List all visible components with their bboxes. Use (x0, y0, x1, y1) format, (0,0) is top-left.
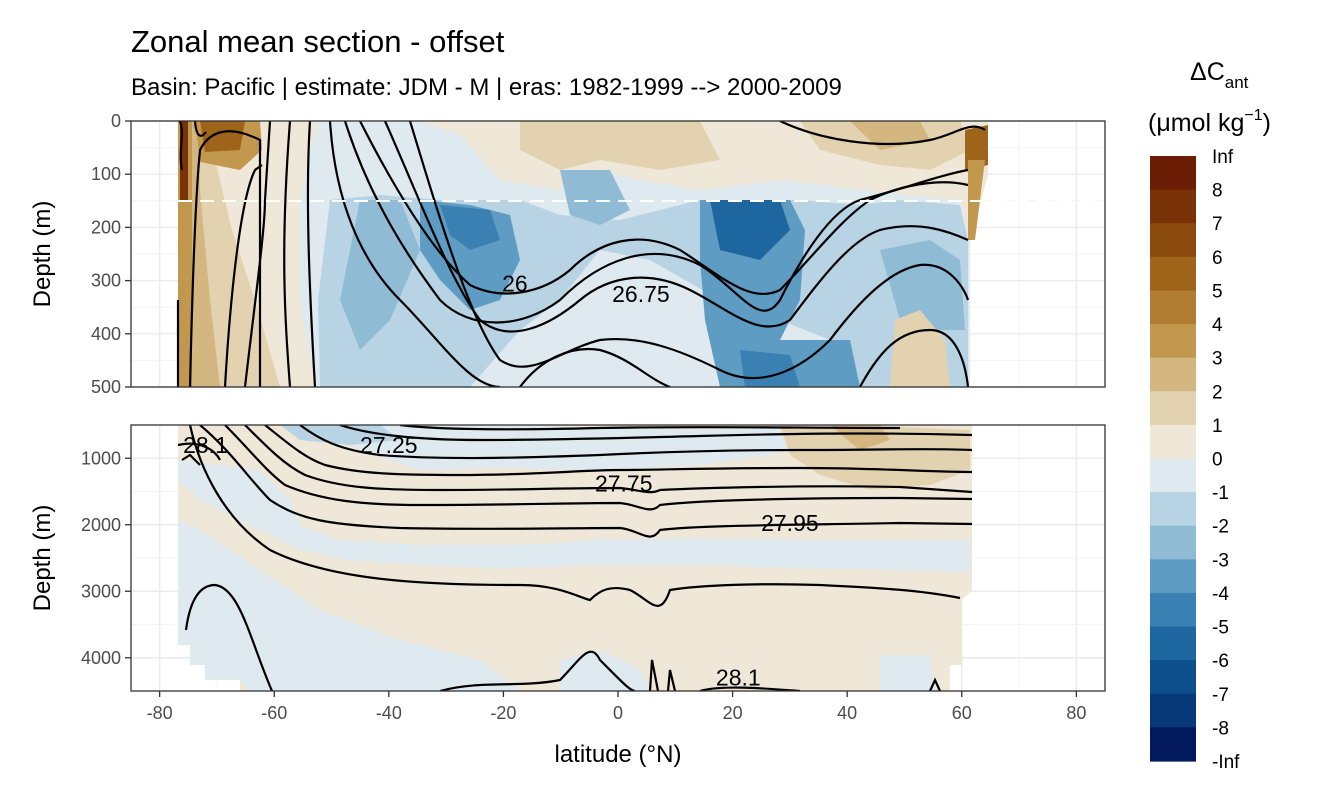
lower-contours (177, 425, 973, 691)
y-tick-label: 500 (91, 377, 121, 397)
colorbar-swatch (1150, 357, 1196, 392)
colorbar-level-label: -8 (1212, 718, 1229, 739)
contour-label: 27.25 (360, 432, 418, 458)
colorbar-level-label: Inf (1212, 147, 1234, 168)
y-tick-label: 1000 (81, 448, 121, 468)
upper-y-axis: 0 100 200 300 400 500 (91, 111, 131, 397)
colorbar-level-label: 2 (1212, 382, 1223, 403)
colorbar-swatch (1150, 156, 1196, 191)
colorbar-level-label: 6 (1212, 248, 1223, 269)
x-tick-label: 80 (1066, 703, 1086, 723)
colorbar-swatch (1150, 525, 1196, 560)
legend-unit: (μmol kg−1) (1148, 107, 1271, 137)
colorbar-swatch (1150, 458, 1196, 493)
colorbar-level-label: -4 (1212, 584, 1229, 605)
colorbar-swatch (1150, 189, 1196, 224)
x-tick-label: 0 (613, 703, 623, 723)
upper-contour-labels: 26 26.75 (502, 270, 670, 307)
upper-contours (176, 121, 986, 387)
contour-label: 28.1 (716, 665, 761, 691)
chart-title: Zonal mean section - offset (131, 24, 505, 59)
x-tick-label: 20 (723, 703, 743, 723)
colorbar-level-label: 1 (1212, 416, 1223, 437)
colorbar-legend: ΔCant (μmol kg−1) Inf 8 7 6 5 4 3 2 1 0 -1 -2 -3 -4 -5… (1148, 58, 1271, 773)
colorbar-swatch (1150, 693, 1196, 728)
colorbar-swatch (1150, 559, 1196, 594)
colorbar-level-label: 4 (1212, 315, 1223, 336)
y-axis-label-lower: Depth (m) (29, 505, 56, 612)
colorbar-level-label: -1 (1212, 483, 1229, 504)
y-tick-label: 200 (91, 217, 121, 237)
lower-contour-labels: 28.1 27.25 27.75 27.95 28.1 (183, 432, 819, 691)
colorbar-level-label: 3 (1212, 349, 1223, 370)
contour-label: 27.95 (761, 510, 819, 536)
colorbar-swatches (1150, 156, 1196, 762)
colorbar-level-label: 8 (1212, 181, 1223, 202)
lower-y-axis: 1000 2000 3000 4000 (81, 448, 131, 668)
colorbar-level-label: -2 (1212, 517, 1229, 538)
contour-label: 27.75 (595, 471, 653, 497)
colorbar-level-label: -5 (1212, 618, 1229, 639)
upper-field (178, 121, 988, 387)
x-axis: -80 -60 -40 -20 0 20 40 60 80 (147, 691, 1086, 723)
contour-label: 26.75 (612, 281, 670, 307)
x-tick-label: -60 (261, 703, 287, 723)
y-tick-label: 3000 (81, 581, 121, 601)
y-tick-label: 100 (91, 164, 121, 184)
colorbar-swatch (1150, 324, 1196, 359)
colorbar-swatch (1150, 626, 1196, 661)
x-tick-label: -20 (490, 703, 516, 723)
colorbar-swatch (1150, 660, 1196, 695)
colorbar-swatch (1150, 223, 1196, 258)
contour-label: 26 (502, 270, 528, 296)
colorbar-level-label: 5 (1212, 281, 1223, 302)
x-tick-label: -40 (376, 703, 402, 723)
y-axis-label-upper: Depth (m) (29, 201, 56, 308)
lower-field (178, 425, 972, 691)
y-tick-label: 4000 (81, 648, 121, 668)
x-tick-label: 40 (837, 703, 857, 723)
colorbar-level-label: -7 (1212, 685, 1229, 706)
colorbar-level-label: -6 (1212, 651, 1229, 672)
colorbar-swatch (1150, 492, 1196, 527)
chart-subtitle: Basin: Pacific | estimate: JDM - M | era… (131, 74, 842, 101)
x-tick-label: -80 (147, 703, 173, 723)
colorbar-level-label: 7 (1212, 214, 1223, 235)
colorbar-level-label: -Inf (1212, 752, 1240, 773)
colorbar-swatch (1150, 290, 1196, 325)
y-tick-label: 2000 (81, 515, 121, 535)
contour-label: 28.1 (183, 432, 228, 458)
upper-panel: 26 26.75 0 100 200 300 400 500 (91, 111, 1106, 397)
colorbar-swatch (1150, 256, 1196, 292)
colorbar-swatch (1150, 424, 1196, 460)
legend-title: ΔCant (1190, 58, 1249, 92)
y-tick-label: 400 (91, 324, 121, 344)
colorbar-level-label: 0 (1212, 450, 1223, 471)
y-tick-label: 300 (91, 271, 121, 291)
x-tick-label: 60 (952, 703, 972, 723)
y-tick-label: 0 (111, 111, 121, 131)
colorbar-swatch (1150, 727, 1196, 762)
x-axis-label: latitude (°N) (555, 741, 682, 768)
colorbar-swatch (1150, 391, 1196, 426)
lower-panel: 28.1 27.25 27.75 27.95 28.1 1000 2000 3000 4000 (81, 424, 1106, 692)
colorbar-level-label: -3 (1212, 550, 1229, 571)
colorbar-swatch (1150, 592, 1196, 628)
colorbar-labels: Inf 8 7 6 5 4 3 2 1 0 -1 -2 -3 -4 -5 -6 -7 -8 -Inf (1212, 147, 1240, 773)
